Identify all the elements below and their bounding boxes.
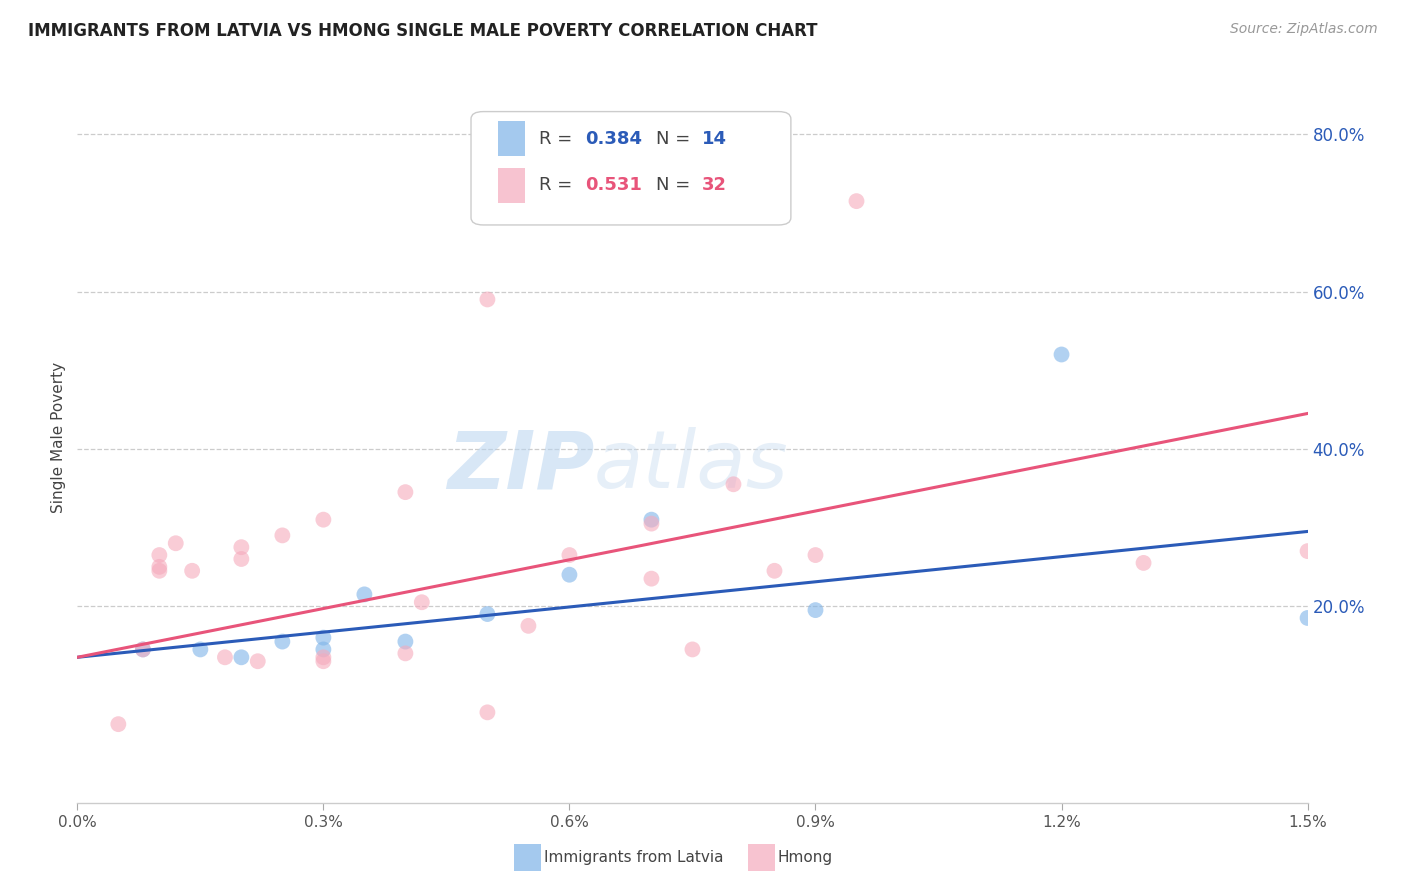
Point — [148, 559, 170, 574]
Point — [394, 485, 416, 500]
Bar — [748, 845, 775, 871]
Point — [246, 654, 269, 668]
Text: ZIP: ZIP — [447, 427, 595, 506]
Point — [148, 548, 170, 562]
Point — [1296, 544, 1319, 558]
Point — [107, 717, 129, 731]
Point — [1132, 556, 1154, 570]
Text: N =: N = — [655, 177, 696, 194]
Y-axis label: Single Male Poverty: Single Male Poverty — [51, 361, 66, 513]
Point — [148, 564, 170, 578]
Bar — [498, 168, 526, 202]
Text: IMMIGRANTS FROM LATVIA VS HMONG SINGLE MALE POVERTY CORRELATION CHART: IMMIGRANTS FROM LATVIA VS HMONG SINGLE M… — [28, 22, 818, 40]
Text: Hmong: Hmong — [778, 850, 832, 865]
Point — [188, 642, 212, 657]
Point — [271, 528, 294, 542]
Point — [231, 540, 253, 554]
Bar — [515, 845, 541, 871]
Point — [312, 513, 335, 527]
Point — [181, 564, 204, 578]
Point — [804, 603, 827, 617]
Point — [477, 706, 499, 720]
Point — [312, 654, 335, 668]
Point — [477, 607, 499, 621]
Point — [640, 516, 662, 531]
Point — [558, 567, 581, 582]
Point — [640, 572, 662, 586]
Point — [1050, 347, 1073, 361]
Text: 0.384: 0.384 — [585, 130, 643, 148]
Point — [558, 548, 581, 562]
Point — [763, 564, 786, 578]
Text: 0.531: 0.531 — [585, 177, 643, 194]
Point — [804, 548, 827, 562]
Point — [231, 650, 253, 665]
Text: 14: 14 — [703, 130, 727, 148]
Point — [411, 595, 433, 609]
Text: R =: R = — [538, 177, 578, 194]
Point — [214, 650, 236, 665]
FancyBboxPatch shape — [471, 112, 792, 225]
Text: Source: ZipAtlas.com: Source: ZipAtlas.com — [1230, 22, 1378, 37]
Point — [312, 631, 335, 645]
Point — [353, 587, 375, 601]
Bar — [498, 121, 526, 156]
Point — [312, 642, 335, 657]
Point — [394, 634, 416, 648]
Point — [845, 194, 868, 208]
Point — [682, 642, 704, 657]
Text: R =: R = — [538, 130, 578, 148]
Point — [132, 642, 155, 657]
Point — [723, 477, 745, 491]
Point — [132, 642, 155, 657]
Point — [312, 650, 335, 665]
Text: 32: 32 — [703, 177, 727, 194]
Text: atlas: atlas — [595, 427, 789, 506]
Text: Immigrants from Latvia: Immigrants from Latvia — [544, 850, 723, 865]
Point — [517, 619, 540, 633]
Point — [477, 293, 499, 307]
Point — [394, 646, 416, 660]
Point — [165, 536, 187, 550]
Text: N =: N = — [655, 130, 696, 148]
Point — [1296, 611, 1319, 625]
Point — [231, 552, 253, 566]
Point — [640, 513, 662, 527]
Point — [271, 634, 294, 648]
